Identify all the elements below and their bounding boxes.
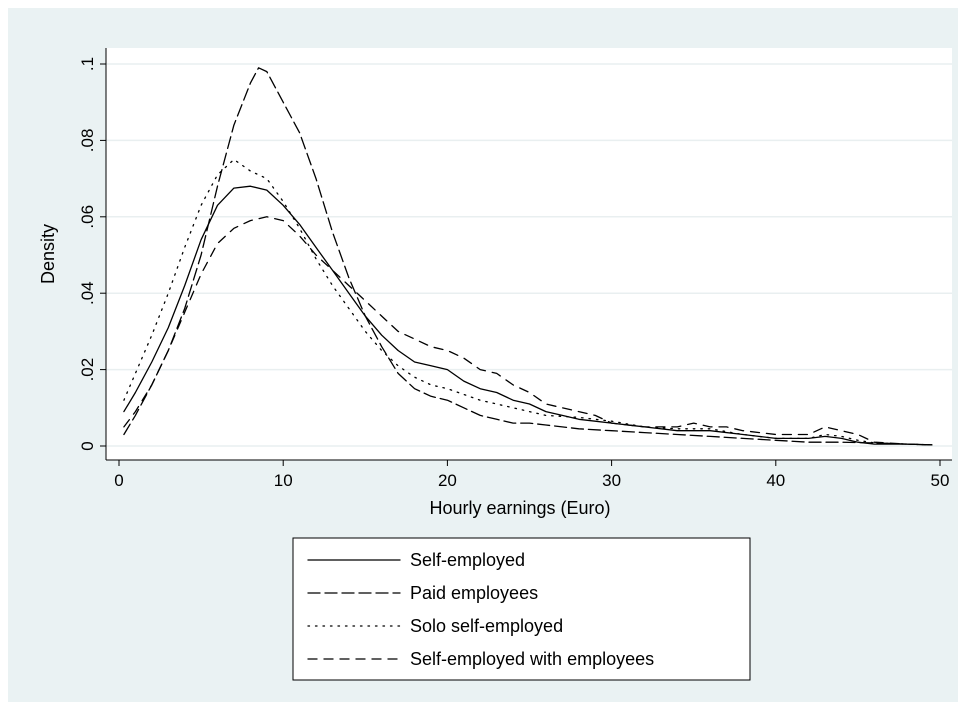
- legend-label-1: Self-employed: [410, 550, 525, 570]
- grid-lines: [106, 63, 952, 447]
- y-axis-title: Density: [38, 224, 58, 284]
- legend-box: [292, 537, 751, 681]
- y-tick-label: 0: [78, 441, 97, 450]
- y-tick-label: .1: [78, 57, 97, 71]
- x-tick-label: 0: [114, 471, 123, 490]
- x-tick-label: 50: [931, 471, 950, 490]
- x-tick-label: 40: [766, 471, 785, 490]
- y-tick-label: .06: [78, 205, 97, 229]
- axes: [105, 48, 952, 461]
- series-line-3: [123, 158, 933, 446]
- y-tick-label: .04: [78, 281, 97, 305]
- ticks: 0 .02 .04 .06 .08 .1 0 10 20 30 40 50: [78, 57, 949, 490]
- density-chart: 0 .02 .04 .06 .08 .1 0 10 20 30 40 50 Hourly earnin…: [38, 48, 952, 681]
- legend: Self-employed Paid employees Solo self-emp…: [292, 537, 751, 681]
- legend-label-2: Paid employees: [410, 583, 538, 603]
- x-axis-title: Hourly earnings (Euro): [429, 498, 610, 518]
- y-tick-label: .02: [78, 358, 97, 382]
- series-line-2: [123, 67, 933, 446]
- y-tick-label: .08: [78, 129, 97, 153]
- chart-frame: 0 .02 .04 .06 .08 .1 0 10 20 30 40 50 Hourly earnin…: [8, 8, 958, 702]
- series-lines: [123, 67, 933, 446]
- x-tick-label: 20: [438, 471, 457, 490]
- x-tick-label: 10: [274, 471, 293, 490]
- x-tick-label: 30: [602, 471, 621, 490]
- series-line-4: [123, 216, 933, 446]
- plot-area: [106, 48, 952, 460]
- legend-label-4: Self-employed with employees: [410, 649, 654, 669]
- legend-label-3: Solo self-employed: [410, 616, 563, 636]
